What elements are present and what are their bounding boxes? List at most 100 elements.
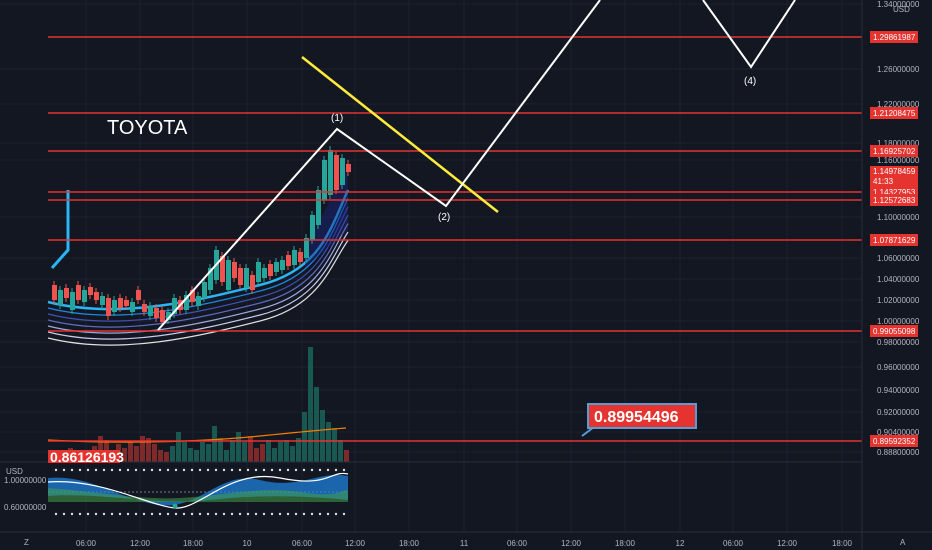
current-price-countdown: 41:33 [873, 177, 894, 186]
price-annotation[interactable]: 0.89954496 [581, 403, 697, 437]
y-axis[interactable]: 1.34000000 1.26000000 1.22000000 1.18000000… [870, 0, 920, 457]
level-label-0: 1.29861987 [873, 33, 916, 42]
annotation-value: 0.89954496 [594, 409, 679, 426]
ribbon-line-5 [47, 231, 349, 340]
candle-34 [256, 262, 261, 282]
y-tick-5: 1.10000000 [877, 213, 920, 222]
osc-dot-0-264 [262, 468, 266, 472]
candle-17 [154, 308, 159, 318]
osc-dot-1-312 [310, 512, 314, 516]
volume-bar-31 [236, 432, 241, 462]
candle-25 [202, 282, 207, 298]
volume-bar-49 [344, 450, 349, 462]
candle-49 [346, 164, 351, 172]
osc-left-tick-1: 0.60000000 [4, 503, 47, 512]
volume-bar-34 [254, 448, 259, 462]
osc-dot-1-168 [166, 512, 170, 516]
x-axis[interactable]: 06:00 12:00 18:00 10 06:00 12:00 18:00 11 06:00 1… [76, 539, 853, 548]
osc-dot-0-160 [158, 468, 162, 472]
osc-dot-0-280 [278, 468, 282, 472]
level-badge-1 [870, 107, 918, 119]
wave-label-4: (4) [744, 76, 756, 87]
level-badge-2 [870, 145, 918, 157]
osc-dot-0-312 [310, 468, 314, 472]
osc-dot-1-104 [102, 512, 106, 516]
osc-dot-0-256 [254, 468, 258, 472]
osc-dot-0-136 [134, 468, 138, 472]
osc-dot-0-232 [230, 468, 234, 472]
volume-bar-8 [98, 436, 103, 462]
candle-1 [58, 290, 63, 305]
level-label-6: 0.99055098 [873, 327, 916, 336]
price-levels [48, 36, 862, 442]
x-tick-7: 11 [460, 539, 469, 548]
candle-29 [226, 260, 231, 290]
osc-dot-0-304 [302, 468, 306, 472]
volume-bar-17 [152, 444, 157, 462]
osc-dot-0-320 [318, 468, 322, 472]
y-tick-15: 0.88800000 [877, 448, 920, 457]
ribbon-fill [305, 165, 348, 268]
osc-dot-0-328 [326, 468, 330, 472]
y-tick-2: 1.22000000 [877, 100, 920, 109]
bottom-left-badge [48, 450, 120, 463]
wave-path-2[interactable] [702, 0, 796, 69]
candle-42 [304, 238, 309, 258]
volume-bar-41 [296, 438, 301, 462]
candle-47 [334, 155, 339, 190]
candle-8 [100, 296, 105, 305]
osc-dot-0-184 [182, 468, 186, 472]
level-badge-7 [870, 435, 918, 447]
osc-dot-0-56 [54, 468, 58, 472]
osc-dot-0-104 [102, 468, 106, 472]
osc-dot-0-288 [286, 468, 290, 472]
osc-dot-1-136 [134, 512, 138, 516]
candle-19 [166, 312, 171, 320]
x-tick-13: 12:00 [777, 539, 798, 548]
y-tick-9: 1.00000000 [877, 317, 920, 326]
candle-23 [190, 290, 195, 302]
candle-44 [316, 190, 321, 225]
footer-left[interactable]: Z [24, 538, 29, 547]
ribbon-line-3 [47, 214, 349, 328]
osc-dot-0-192 [190, 468, 194, 472]
candle-10 [112, 300, 117, 312]
candle-39 [286, 255, 291, 266]
candle-4 [76, 285, 81, 300]
volume-bar-46 [326, 422, 331, 462]
x-tick-9: 12:00 [561, 539, 582, 548]
osc-area-green [48, 488, 348, 502]
wave-label-2: (2) [438, 212, 450, 223]
osc-dot-1-80 [78, 512, 82, 516]
volume-bar-45 [320, 410, 325, 462]
osc-dot-1-336 [334, 512, 338, 516]
wave-path[interactable] [157, 0, 601, 331]
footer-right[interactable]: A [900, 538, 906, 547]
volume-bar-33 [248, 436, 253, 462]
x-tick-2: 18:00 [183, 539, 204, 548]
right-axis-bg [862, 0, 932, 550]
volume-bar-28 [218, 438, 223, 462]
volume-ma [47, 427, 347, 443]
osc-dot-0-152 [150, 468, 154, 472]
osc-dot-1-160 [158, 512, 162, 516]
osc-dot-1-152 [150, 512, 154, 516]
level-label-2: 1.16925702 [873, 147, 916, 156]
candle-0 [52, 285, 57, 300]
volume-bar-13 [128, 442, 133, 462]
osc-dot-1-144 [142, 512, 146, 516]
candle-37 [274, 262, 279, 272]
current-price-marker: 1.14978459 41:33 [870, 166, 918, 186]
osc-dot-0-112 [110, 468, 114, 472]
trend-line[interactable] [301, 56, 499, 213]
volume-bar-18 [158, 450, 163, 462]
osc-dot-0-80 [78, 468, 82, 472]
x-tick-11: 12 [676, 539, 685, 548]
y-tick-4: 1.16000000 [877, 156, 920, 165]
y-tick-1: 1.26000000 [877, 65, 920, 74]
osc-dot-1-344 [342, 512, 346, 516]
candle-30 [232, 262, 237, 278]
osc-dot-1-248 [246, 512, 250, 516]
osc-dot-0-248 [246, 468, 250, 472]
